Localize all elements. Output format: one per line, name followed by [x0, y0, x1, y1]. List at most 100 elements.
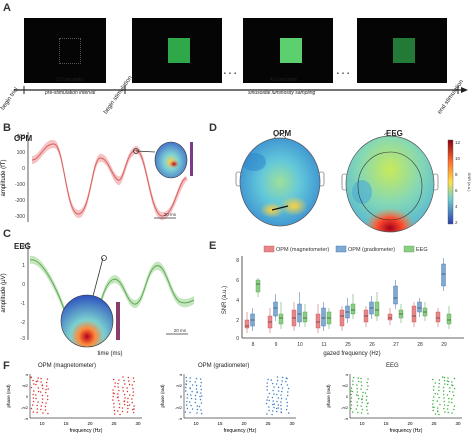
phase-point — [185, 376, 187, 379]
e-xtick: 26 — [369, 342, 375, 348]
legend-eeg: EEG — [416, 247, 428, 253]
f-xtick: 25 — [431, 421, 437, 426]
phase-point — [271, 413, 273, 416]
phase-point — [196, 405, 199, 407]
phase-point — [196, 412, 198, 414]
phase-point — [434, 392, 437, 395]
phase-point — [357, 380, 360, 383]
phase-point — [432, 389, 435, 391]
phase-point — [47, 412, 49, 415]
phase-point — [118, 399, 120, 402]
phase-point — [123, 400, 125, 403]
phase-point — [184, 386, 187, 389]
phase-point — [195, 384, 198, 387]
phase-point — [268, 406, 270, 408]
stimulus-patch-2 — [280, 38, 302, 63]
phase-point — [287, 412, 290, 414]
e-xtick: 28 — [417, 342, 423, 348]
f-title-magnetometer: OPM (magnetometer) — [38, 363, 97, 369]
phase-point — [350, 390, 352, 392]
phase-point — [273, 406, 275, 409]
f-ytick: -π/2 — [341, 406, 348, 410]
interval-desc-1: pre-stimulation interval — [45, 90, 96, 96]
phase-point — [448, 401, 450, 403]
phase-point — [190, 404, 192, 407]
phase-point — [441, 376, 444, 378]
phase-point — [198, 405, 201, 408]
phase-point — [266, 382, 268, 384]
colorbar-tick: 4 — [455, 204, 458, 209]
phase-point — [365, 399, 368, 401]
phase-point — [199, 385, 202, 387]
phase-point — [117, 382, 119, 385]
phase-point — [265, 402, 268, 405]
phase-point — [273, 403, 275, 405]
phase-point — [362, 391, 364, 394]
phase-point — [446, 408, 449, 410]
phase-point — [350, 407, 352, 410]
phase-point — [276, 379, 279, 382]
phase-point — [432, 399, 434, 402]
opm-waveform-title: OPM — [14, 134, 33, 143]
boxplot-box — [350, 303, 356, 315]
phase-point — [432, 406, 434, 408]
phase-point — [123, 379, 125, 382]
boxplot-box — [374, 301, 380, 317]
e-ylabel: SNR (a.u.) — [222, 286, 228, 314]
phase-point — [350, 393, 352, 396]
phase-point — [280, 394, 282, 396]
phase-point — [442, 390, 445, 392]
phase-point — [131, 384, 134, 386]
eeg-ytick: -2 — [21, 320, 26, 326]
phase-point — [132, 394, 134, 397]
phase-point — [434, 382, 437, 384]
phase-point — [194, 401, 197, 404]
phase-point — [272, 410, 274, 412]
phase-point — [273, 393, 275, 395]
eeg-ytick: -1 — [21, 301, 26, 307]
panel-letter-e: E — [209, 240, 217, 252]
phase-point — [432, 396, 435, 398]
phase-point — [446, 383, 449, 386]
phase-point — [276, 400, 278, 403]
e-xlabel: gazed frequency (Hz) — [323, 351, 380, 357]
phase-point — [350, 404, 353, 406]
phase-point — [266, 385, 268, 388]
phase-point — [443, 407, 445, 410]
phase-point — [272, 389, 274, 392]
phase-point — [365, 405, 368, 408]
phase-point — [447, 397, 450, 400]
phase-point — [443, 376, 446, 379]
phase-point — [285, 380, 287, 383]
phase-point — [30, 407, 33, 410]
phase-point — [286, 401, 289, 404]
eeg-waveform-title: EEG — [14, 242, 31, 251]
f-xtick: 10 — [39, 421, 45, 426]
phase-point — [361, 408, 364, 411]
boxplot-box — [273, 301, 278, 317]
phase-point — [46, 395, 49, 397]
phase-point — [131, 398, 133, 400]
phase-point — [351, 390, 354, 393]
panel-letter-b: B — [3, 122, 11, 134]
eeg-waveform-plot: amplitude (μV) 2 1 0 -1 -2 -3 20 ms time… — [1, 242, 195, 357]
phase-point — [126, 390, 129, 393]
boxplot-box — [435, 311, 441, 323]
phase-point — [127, 376, 130, 379]
phase-point — [124, 383, 126, 385]
phase-point — [266, 389, 269, 391]
boxplot-box — [255, 279, 261, 293]
phase-point — [447, 380, 450, 383]
panel-letter-a: A — [3, 2, 11, 14]
f-ytick: π — [179, 373, 182, 377]
phase-point — [113, 392, 115, 395]
phase-point — [360, 405, 362, 407]
colorbar-tick: 6 — [455, 188, 458, 193]
f-xtick: 30 — [289, 421, 295, 426]
phase-point — [32, 397, 35, 399]
phase-point — [275, 393, 278, 396]
phase-point — [280, 397, 283, 400]
phase-point — [131, 401, 133, 404]
boxplot-box — [302, 311, 308, 323]
phase-point — [444, 411, 446, 413]
